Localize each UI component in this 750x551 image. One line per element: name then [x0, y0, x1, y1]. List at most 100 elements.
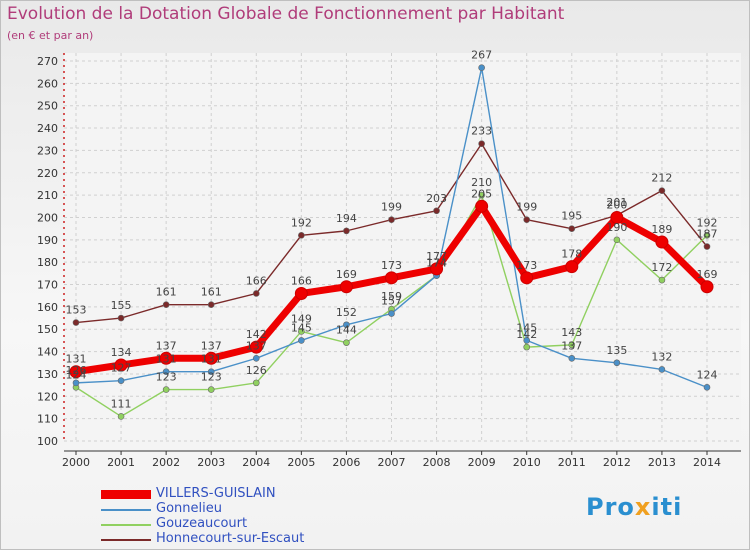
data-point	[162, 301, 170, 308]
data-point	[249, 340, 263, 354]
data-label: 145	[516, 321, 537, 334]
data-point	[388, 310, 395, 317]
data-label: 124	[66, 368, 87, 381]
data-point	[343, 227, 350, 235]
y-tick-label: 250	[37, 100, 58, 113]
legend-swatch-honnecourt	[101, 539, 151, 541]
data-label: 161	[156, 286, 177, 299]
data-point	[69, 365, 83, 379]
data-point	[388, 216, 395, 224]
data-point	[72, 319, 80, 326]
data-label: 124	[697, 368, 718, 381]
data-label: 205	[471, 187, 492, 200]
data-label: 177	[426, 250, 447, 263]
data-point	[613, 359, 621, 367]
y-tick-label: 130	[37, 368, 58, 381]
data-point	[298, 328, 305, 335]
data-label: 111	[111, 397, 132, 410]
legend-label-gonnelieu: Gonnelieu	[156, 501, 222, 516]
data-point	[117, 377, 125, 384]
x-tick-label: 2005	[287, 456, 315, 469]
data-point	[568, 341, 576, 349]
x-tick-label: 2011	[558, 456, 586, 469]
data-label: 166	[291, 274, 312, 287]
legend-swatch-villers	[101, 490, 151, 499]
y-tick-label: 240	[37, 122, 58, 135]
x-tick-label: 2002	[152, 456, 180, 469]
data-label: 189	[651, 223, 672, 236]
data-point	[162, 368, 170, 376]
y-tick-label: 260	[37, 77, 58, 90]
data-point	[658, 276, 666, 284]
data-label: 131	[156, 353, 177, 366]
data-label: 152	[336, 306, 357, 319]
logo-text-1: Pro	[586, 493, 635, 521]
data-label: 192	[291, 216, 312, 229]
data-label: 169	[697, 268, 718, 281]
data-point	[568, 225, 576, 232]
data-label: 131	[66, 353, 87, 366]
data-label: 166	[246, 274, 267, 287]
y-tick-label: 150	[37, 323, 58, 336]
y-tick-label: 120	[37, 390, 58, 403]
data-point	[252, 290, 260, 297]
data-label: 131	[201, 353, 222, 366]
data-point	[478, 140, 485, 148]
data-label: 212	[651, 172, 672, 185]
data-label: 200	[606, 198, 627, 211]
data-point	[478, 64, 485, 72]
data-label: 145	[291, 321, 312, 334]
data-label: 199	[516, 201, 537, 214]
data-point	[478, 191, 485, 199]
y-tick-label: 270	[37, 55, 58, 68]
x-tick-label: 2006	[332, 456, 360, 469]
data-label: 174	[426, 257, 447, 270]
data-label: 174	[426, 257, 447, 270]
y-tick-label: 110	[37, 413, 58, 426]
data-point	[703, 243, 711, 250]
data-point	[475, 199, 489, 213]
data-point	[568, 354, 576, 362]
data-point	[343, 339, 350, 346]
legend-label-honnecourt: Honnecourt-sur-Escaut	[156, 531, 305, 546]
data-point	[385, 271, 398, 285]
data-point	[433, 207, 440, 215]
x-tick-label: 2009	[468, 456, 496, 469]
data-point	[523, 343, 531, 351]
data-label: 123	[156, 371, 177, 384]
data-point	[72, 379, 80, 387]
x-tick-label: 2000	[62, 456, 90, 469]
x-tick-label: 2010	[513, 456, 541, 469]
y-tick-label: 170	[37, 279, 58, 292]
legend-label-gouzeaucourt: Gouzeaucourt	[156, 516, 248, 531]
data-label: 134	[111, 346, 132, 359]
y-tick-label: 230	[37, 144, 58, 157]
data-point	[565, 260, 579, 274]
y-tick-label: 100	[37, 435, 58, 448]
x-tick-label: 2012	[603, 456, 631, 469]
data-point	[207, 301, 215, 308]
data-label: 173	[516, 259, 537, 272]
y-tick-label: 200	[37, 211, 58, 224]
data-label: 194	[336, 212, 357, 225]
data-label: 142	[516, 328, 537, 341]
data-label: 126	[66, 364, 87, 377]
data-point	[204, 351, 218, 365]
chart-subtitle: (en € et par an)	[7, 29, 94, 42]
data-point	[207, 386, 215, 393]
x-tick-label: 2013	[648, 456, 676, 469]
logo-text-2: iti	[651, 493, 683, 521]
data-label: 195	[561, 210, 582, 223]
y-tick-label: 140	[37, 346, 58, 359]
data-label: 137	[561, 339, 582, 352]
logo-text-x: x	[634, 493, 652, 521]
data-point	[613, 236, 621, 244]
data-point	[655, 235, 669, 249]
data-label: 142	[246, 328, 267, 341]
data-point	[430, 262, 444, 276]
data-label: 123	[201, 371, 222, 384]
data-point	[117, 314, 125, 322]
data-point	[298, 232, 305, 239]
plot-area	[64, 53, 741, 441]
x-tick-label: 2007	[378, 456, 406, 469]
